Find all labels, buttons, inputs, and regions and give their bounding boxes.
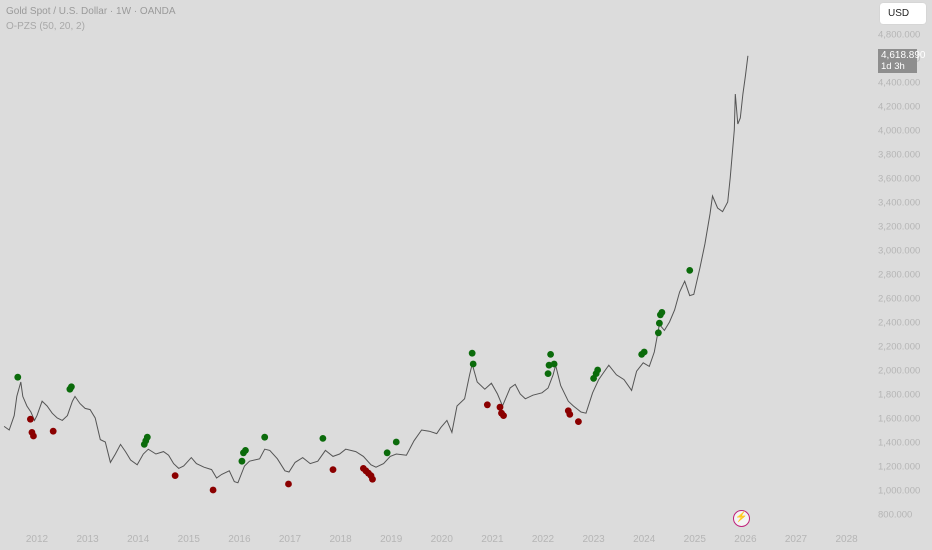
buy-signal-dot (319, 435, 327, 442)
x-tick-label: 2024 (633, 534, 656, 545)
x-tick-label: 2025 (684, 534, 707, 545)
sell-signal-dot (285, 480, 292, 488)
y-tick-label: 4,400.000 (878, 78, 920, 89)
sell-signal-dot (27, 415, 34, 423)
sell-signal-dot (209, 486, 217, 494)
x-tick-label: 2028 (835, 534, 858, 545)
y-tick-label: 1,600.000 (878, 414, 920, 425)
y-tick-label: 800.000 (878, 510, 912, 521)
y-tick-label: 2,600.000 (878, 294, 920, 305)
y-tick-label: 2,200.000 (878, 342, 920, 353)
sell-signal-dot (30, 432, 37, 440)
sell-signal-dot (496, 403, 504, 411)
bar-countdown: 1d 3h (881, 61, 905, 72)
y-tick-label: 3,000.000 (878, 246, 920, 257)
buy-signal-dot (547, 351, 554, 358)
buy-signal-dot (654, 329, 662, 337)
y-tick-label: 2,000.000 (878, 366, 920, 377)
y-tick-label: 1,200.000 (878, 462, 920, 473)
buy-signal-dot (686, 267, 694, 274)
y-tick-label: 3,800.000 (878, 150, 920, 161)
x-tick-label: 2015 (178, 534, 201, 545)
buy-signal-dot (143, 433, 151, 441)
x-tick-label: 2019 (380, 534, 403, 545)
currency-button[interactable]: USD (880, 3, 926, 24)
buy-signal-dot (261, 433, 269, 441)
y-tick-label: 3,400.000 (878, 198, 920, 209)
sell-signal-dot (329, 466, 337, 473)
sell-signal-dot (575, 418, 582, 425)
indicator-label[interactable]: O-PZS (50, 20, 2) (6, 21, 85, 32)
x-tick-label: 2017 (279, 534, 302, 545)
buy-signal-dot (392, 438, 400, 446)
y-tick-label: 3,200.000 (878, 222, 920, 233)
sell-signal-dot (483, 401, 491, 409)
buy-signal-dot (550, 360, 558, 368)
buy-signal-dot (383, 449, 391, 457)
buy-signal-dot (640, 348, 648, 356)
buy-signal-dot (658, 309, 666, 316)
x-tick-label: 2026 (734, 534, 757, 545)
x-tick-label: 2013 (76, 534, 99, 545)
y-tick-label: 1,400.000 (878, 438, 920, 449)
symbol-title[interactable]: Gold Spot / U.S. Dollar · 1W · OANDA (6, 6, 176, 17)
buy-signal-dot (469, 360, 477, 368)
y-tick-label: 3,600.000 (878, 174, 920, 185)
sell-signal-dot (566, 411, 574, 418)
buy-signal-dot (468, 349, 476, 357)
buy-signal-dot (242, 447, 249, 454)
x-tick-label: 2016 (228, 534, 251, 545)
x-tick-label: 2012 (26, 534, 49, 545)
sell-signal-dot (500, 412, 507, 419)
x-tick-label: 2021 (481, 534, 504, 545)
x-tick-label: 2022 (532, 534, 555, 545)
last-price: 4,618.890 (881, 50, 926, 61)
y-tick-label: 4,800.000 (878, 30, 920, 41)
y-tick-label: 2,800.000 (878, 270, 920, 281)
sell-signal-dot (49, 427, 57, 435)
y-tick-label: 1,000.000 (878, 486, 920, 497)
x-tick-label: 2020 (431, 534, 454, 545)
x-tick-label: 2023 (582, 534, 605, 545)
buy-signal-dot (594, 366, 602, 374)
x-tick-label: 2018 (329, 534, 352, 545)
sell-signal-dot (171, 472, 179, 479)
buy-signal-dot (544, 370, 552, 377)
lightning-bolt-icon[interactable]: ⚡ (733, 510, 750, 527)
y-tick-label: 2,400.000 (878, 318, 920, 329)
y-tick-label: 4,200.000 (878, 102, 920, 113)
price-line (3, 55, 749, 484)
x-tick-label: 2027 (785, 534, 808, 545)
buy-signal-dot (14, 373, 22, 381)
x-tick-label: 2014 (127, 534, 150, 545)
y-tick-label: 1,800.000 (878, 390, 920, 401)
buy-signal-dot (68, 383, 75, 391)
y-tick-label: 4,000.000 (878, 126, 920, 137)
sell-signal-dot (369, 475, 376, 483)
buy-signal-dot (238, 457, 246, 465)
last-price-tag: 4,618.890 1d 3h (878, 49, 926, 73)
buy-signal-dot (655, 319, 663, 327)
